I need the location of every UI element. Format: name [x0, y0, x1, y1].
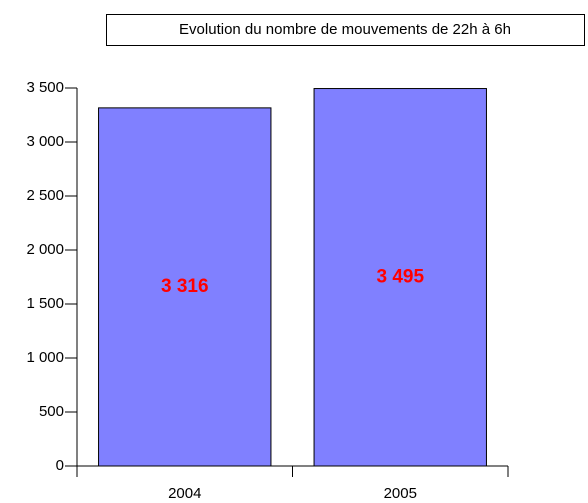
y-tick-label: 2 000: [26, 241, 64, 258]
y-tick-label: 1 500: [26, 295, 64, 312]
x-tick-label: 2005: [384, 485, 417, 502]
y-tick-label: 1 000: [26, 349, 64, 366]
y-tick-label: 0: [56, 457, 64, 474]
y-tick-label: 3 500: [26, 79, 64, 96]
y-tick-label: 3 000: [26, 133, 64, 150]
bar: [98, 107, 272, 467]
bar: [313, 88, 487, 467]
y-tick-label: 500: [39, 403, 64, 420]
title-box: [106, 14, 585, 46]
value-label: 3 495: [376, 266, 424, 287]
y-tick-label: 2 500: [26, 187, 64, 204]
value-label: 3 316: [161, 276, 209, 297]
x-tick-label: 2004: [168, 485, 201, 502]
chart-title: Evolution du nombre de mouvements de 22h…: [179, 21, 511, 38]
